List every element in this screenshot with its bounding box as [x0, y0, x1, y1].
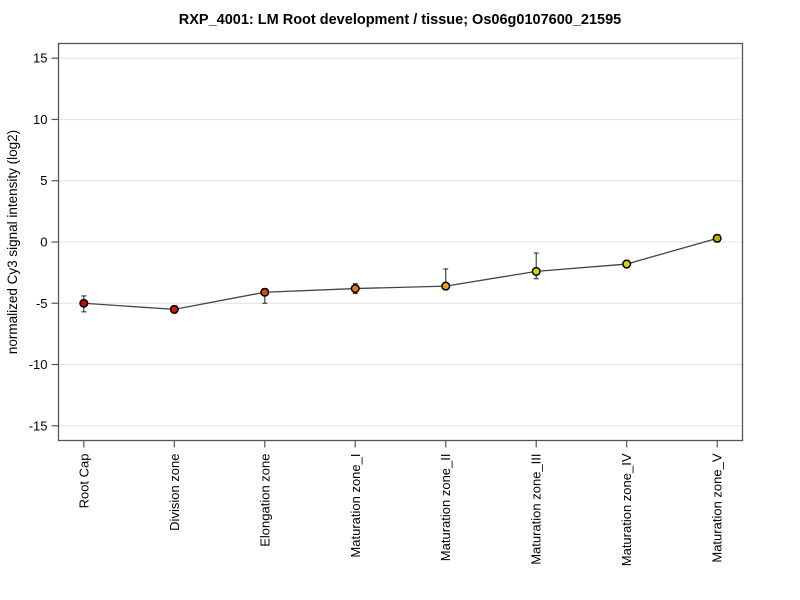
x-tick-label: Maturation zone_I	[348, 454, 363, 558]
series-line	[83, 237, 718, 311]
data-point	[531, 266, 541, 276]
x-tick-label: Maturation zone_V	[710, 453, 725, 562]
data-point	[169, 304, 179, 314]
data-point	[260, 287, 270, 297]
x-tick-label: Maturation zone_III	[529, 454, 544, 565]
y-tick-label: -15	[29, 418, 48, 433]
data-point	[350, 284, 360, 294]
x-tick-label: Maturation zone_II	[438, 454, 453, 562]
y-tick-label: -10	[29, 357, 48, 372]
data-point	[79, 298, 89, 308]
x-tick-label: Division zone	[167, 454, 182, 531]
x-tick-label: Root Cap	[76, 454, 91, 509]
y-tick-label: 10	[33, 112, 47, 127]
data-point	[712, 233, 722, 243]
x-tick-label: Maturation zone_IV	[619, 453, 634, 566]
y-axis-label: normalized Cy3 signal intensity (log2)	[5, 130, 20, 354]
plot-border	[57, 42, 744, 442]
plot-area: -15 -10 -5 0 5 10 15 Root Cap Division zone Elong…	[29, 42, 744, 566]
x-tick-label: Elongation zone	[257, 454, 272, 547]
y-tick-label: -5	[36, 296, 48, 311]
y-tick-label: 0	[40, 235, 47, 250]
chart-title: RXP_4001: LM Root development / tissue; …	[179, 12, 621, 28]
data-point	[441, 281, 451, 291]
data-point	[622, 259, 632, 269]
y-tick-label: 15	[33, 51, 47, 66]
y-tick-label: 5	[40, 173, 47, 188]
